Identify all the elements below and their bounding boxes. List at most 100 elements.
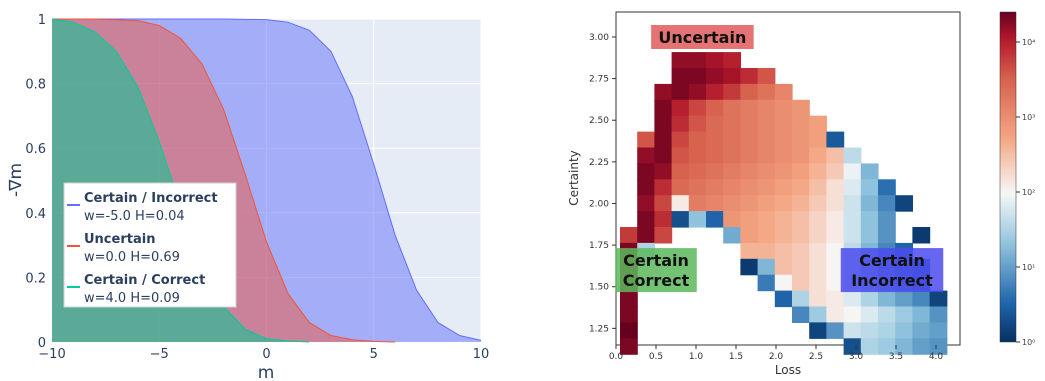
heatmap-cell	[757, 163, 776, 180]
legend-label: Uncertain	[84, 232, 155, 247]
y-tick-labels: 1.25 1.50 1.75 2.00 2.25 2.50 2.75 3.00	[589, 33, 616, 334]
heatmap-cell	[723, 115, 741, 133]
heatmap-cell	[843, 306, 862, 323]
heatmap-cell	[826, 306, 845, 323]
heatmap-cell	[929, 290, 948, 308]
annotation-label: Uncertain	[658, 28, 746, 47]
heatmap-cell	[792, 306, 810, 323]
heatmap-cell	[671, 52, 690, 69]
heatmap-cell	[757, 258, 776, 276]
colorbar-tick-label: 10³	[1022, 113, 1035, 122]
colorbar-tick-label: 10⁰	[1022, 338, 1035, 347]
x-tick-label: 4.0	[929, 352, 944, 362]
heatmap-cell	[654, 211, 673, 228]
y-tick-label: 2.25	[589, 158, 609, 168]
heatmap-cell	[671, 83, 690, 101]
heatmap-cell	[637, 147, 655, 164]
heatmap-cell	[809, 131, 827, 149]
heatmap-cell	[912, 338, 931, 355]
heatmap-cell	[688, 52, 707, 69]
heatmap-cell	[740, 242, 759, 260]
x-tick-label: 1.0	[689, 352, 704, 362]
x-tick-label: 0.5	[649, 352, 663, 362]
heatmap-cell	[895, 290, 913, 308]
annotation-box	[840, 248, 944, 293]
heatmap-cell	[706, 195, 724, 212]
colorbar	[999, 11, 1017, 343]
heatmap-cell	[843, 290, 862, 308]
heatmap-cell	[843, 163, 862, 180]
heatmap-cell	[706, 131, 724, 149]
heatmap-cell	[809, 195, 827, 212]
heatmap-cell	[757, 99, 776, 117]
heatmap-cell	[637, 131, 655, 149]
heatmap-cell	[723, 68, 741, 85]
heatmap-cell	[740, 227, 759, 244]
heatmap-cell	[792, 258, 810, 276]
x-tick-label: −10	[38, 347, 65, 362]
heatmap-cell	[792, 211, 810, 228]
heatmap-cell	[654, 99, 673, 117]
y-tick-label: 3.00	[589, 33, 609, 43]
heatmap-cell	[688, 99, 707, 117]
y-tick-label: 1.75	[589, 241, 609, 251]
heatmap-cell	[774, 258, 793, 276]
heatmap-cell	[929, 306, 948, 323]
heatmap-cell	[688, 163, 707, 180]
loss-gradient-chart: −10 −5 0 5 10 0 0.2 0.4 0.6 0.8 1 m -∇m Certain /…	[6, 13, 489, 381]
colorbar-tick-label: 10¹	[1022, 263, 1035, 272]
heatmap-cell	[860, 306, 879, 323]
heatmap-cell	[706, 83, 724, 101]
legend-box	[63, 182, 237, 308]
heatmap-cell	[878, 195, 896, 212]
heatmap-cell	[826, 211, 845, 228]
heatmap-cell	[723, 131, 741, 149]
annotation-box	[651, 24, 754, 49]
heatmap-cell	[774, 147, 793, 164]
heatmap-cell	[723, 147, 741, 164]
heatmap-cell	[860, 163, 879, 180]
heatmap-cell	[654, 179, 673, 196]
heatmap-cell	[620, 306, 638, 323]
heatmap-cell	[826, 179, 845, 196]
heatmap-cell	[671, 211, 690, 228]
x-tick-label: 0	[262, 347, 270, 362]
heatmap-cell	[878, 338, 896, 355]
y-axis-label: Certainty	[567, 150, 581, 206]
heatmap-cell	[688, 115, 707, 133]
heatmap-cell	[740, 147, 759, 164]
heatmap-cell	[774, 274, 793, 292]
heatmap-cell	[774, 211, 793, 228]
heatmap-cell	[860, 290, 879, 308]
heatmap-cell	[792, 115, 810, 133]
heatmap-cell	[620, 338, 638, 355]
heatmap-cell	[637, 179, 655, 196]
y-tick-label: 1.50	[589, 283, 609, 293]
heatmap-cell	[774, 131, 793, 149]
heatmap-cell	[723, 99, 741, 117]
heatmap-cell	[637, 163, 655, 180]
heatmap-cell	[860, 322, 879, 339]
heatmap-cell	[620, 322, 638, 339]
x-tick-label: 1.5	[729, 352, 743, 362]
heatmap-cell	[688, 211, 707, 228]
annotation-box	[615, 248, 697, 293]
x-tick-label: 3.0	[849, 352, 864, 362]
heatmap-cell	[740, 163, 759, 180]
heatmap-cell	[671, 131, 690, 149]
heatmap-cell	[895, 322, 913, 339]
legend-detail: w=4.0 H=0.09	[84, 291, 180, 306]
heatmap-cell	[860, 211, 879, 228]
heatmap-cell	[723, 179, 741, 196]
x-tick-labels: 0.0 0.5 1.0 1.5 2.0 2.5 3.0 3.5 4.0	[609, 345, 944, 362]
heatmap-cell	[878, 227, 896, 244]
heatmap-cell	[740, 211, 759, 228]
legend-detail: w=-5.0 H=0.04	[84, 209, 185, 224]
y-tick-label: 1.25	[589, 324, 609, 334]
heatmap-cell	[792, 290, 810, 308]
heatmap-cell	[826, 163, 845, 180]
heatmap-cell	[757, 131, 776, 149]
heatmap-cell	[843, 227, 862, 244]
heatmap-cell	[895, 338, 913, 355]
heatmap-cell	[688, 179, 707, 196]
